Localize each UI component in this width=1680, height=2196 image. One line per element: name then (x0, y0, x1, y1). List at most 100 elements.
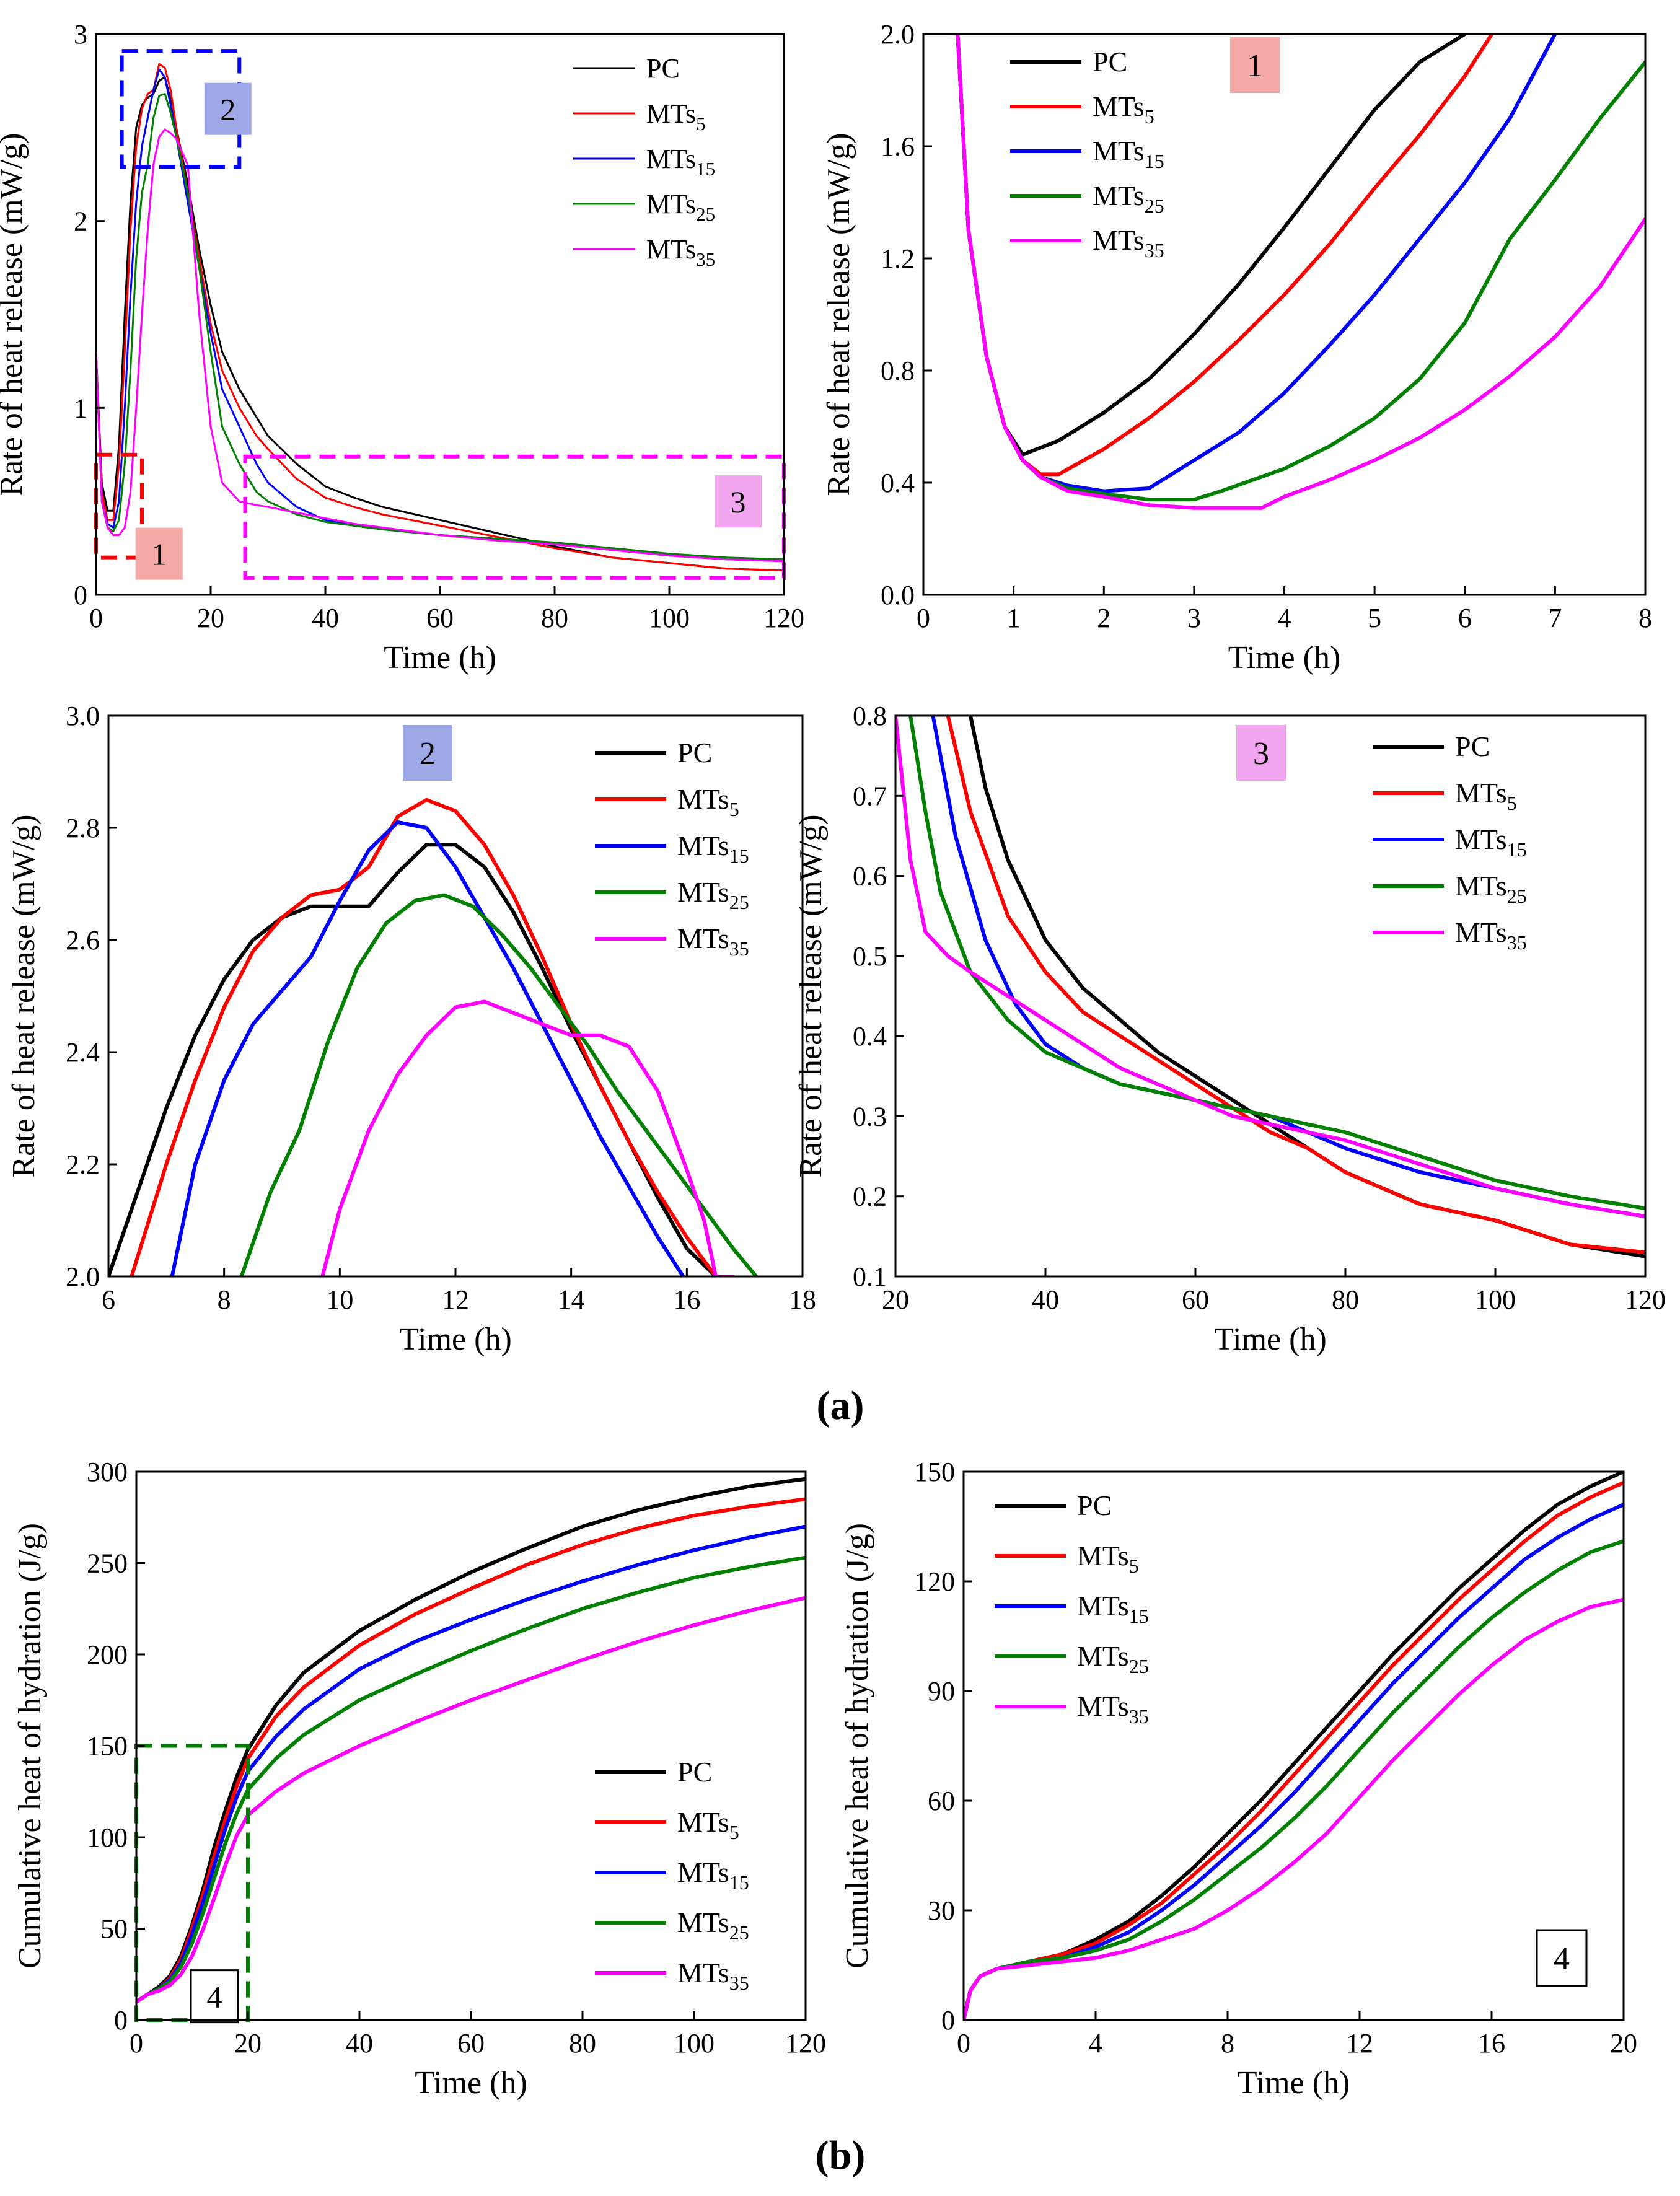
y-axis-label: Rate of heat release (mW/g) (0, 133, 29, 496)
x-tick-label: 20 (882, 1285, 909, 1315)
legend: PC MTs5 MTs15 MTs25 MTs35 (573, 53, 715, 270)
series-line-MTs25 (908, 716, 1645, 1211)
x-tick-label: 0 (957, 2028, 970, 2058)
legend-label: MTs5 (677, 783, 739, 820)
x-tick-label: 0 (89, 603, 103, 633)
legend-item-MTs5: MTs5 (573, 99, 706, 134)
zoom-box-3 (243, 454, 786, 580)
legend-label: MTs35 (677, 923, 749, 960)
y-tick-label: 0.1 (853, 1262, 887, 1292)
zoom-badge-label: 2 (220, 92, 235, 127)
zoom-badge-label: 1 (151, 537, 167, 572)
figure-label-a: (a) (817, 1383, 864, 1428)
y-tick-label: 0.6 (853, 861, 887, 892)
series-line-MTs5 (956, 34, 1494, 477)
zoom-badge-4: 4 (190, 1969, 239, 2024)
legend-item-MTs15: MTs15 (595, 1856, 749, 1894)
panel-badge-1: 1 (1230, 37, 1280, 93)
y-axis-label: Rate of heat release (mW/g) (821, 133, 856, 496)
x-tick-label: 120 (1625, 1285, 1666, 1315)
legend-label: MTs25 (677, 1907, 749, 1944)
legend-item-MTs15: MTs15 (995, 1590, 1149, 1627)
x-tick-label: 40 (346, 2028, 373, 2058)
legend: PC MTs5 MTs15 MTs25 MTs35 (595, 737, 749, 960)
x-tick-label: 10 (326, 1285, 353, 1315)
y-tick-label: 200 (87, 1640, 128, 1670)
legend-label: PC (646, 53, 680, 84)
panel-badge-label: 3 (1253, 736, 1269, 771)
legend-label: MTs25 (1455, 870, 1527, 907)
panel-badge-4: 4 (1536, 1929, 1588, 1987)
x-tick-label: 18 (789, 1285, 816, 1315)
plot-area (964, 1472, 1624, 2020)
y-tick-label: 0.7 (853, 781, 887, 811)
x-tick-label: 2 (1097, 603, 1110, 633)
x-tick-label: 8 (218, 1285, 231, 1315)
y-tick-label: 0.5 (853, 941, 887, 972)
plot-area (108, 797, 759, 1276)
series-line-MTs25 (239, 893, 759, 1276)
zoom-badge-3: 3 (715, 475, 762, 528)
legend-item-MTs5: MTs5 (1010, 90, 1154, 128)
y-tick-label: 120 (914, 1566, 955, 1597)
legend-item-MTs15: MTs15 (1010, 135, 1164, 172)
x-tick-label: 3 (1187, 603, 1201, 633)
plot-area (956, 34, 1645, 510)
x-tick-label: 60 (426, 603, 454, 633)
legend-item-MTs5: MTs5 (995, 1540, 1139, 1577)
y-tick-label: 0 (941, 2005, 955, 2036)
y-tick-label: 0.8 (853, 701, 887, 731)
x-tick-label: 100 (1475, 1285, 1516, 1315)
zoom-badge-2: 2 (204, 82, 252, 135)
legend-item-MTs5: MTs5 (595, 1806, 739, 1843)
x-tick-label: 7 (1548, 603, 1562, 633)
panel-badge-3: 3 (1236, 725, 1286, 781)
series-line-MTs25 (136, 1555, 806, 2004)
x-axis-label: Time (h) (1228, 640, 1341, 675)
legend-item-MTs25: MTs25 (995, 1640, 1149, 1677)
legend-item-MTs25: MTs25 (595, 1907, 749, 1944)
x-tick-label: 100 (674, 2028, 715, 2058)
x-tick-label: 5 (1368, 603, 1381, 633)
series-line-PC (964, 1472, 1624, 2020)
legend-label: MTs35 (1455, 916, 1527, 954)
y-tick-label: 1.2 (881, 244, 915, 274)
y-axis-label: Rate of heat release (mW/g) (6, 814, 42, 1177)
legend-item-MTs15: MTs15 (1373, 824, 1527, 861)
legend-label: MTs15 (677, 830, 749, 867)
legend-item-MTs15: MTs15 (595, 830, 749, 867)
y-tick-label: 2.8 (66, 813, 100, 843)
series-line-MTs35 (136, 1596, 806, 2004)
legend-label: MTs35 (1077, 1690, 1149, 1728)
series-line-MTs5 (96, 63, 784, 572)
y-tick-label: 50 (100, 1914, 128, 1944)
chart-a4: 20 40 60 80 100 120 0.1 0.2 0.3 0.4 0.5 0.6 0.7 0.8 Ti… (793, 701, 1666, 1357)
legend-item-PC: PC (995, 1490, 1112, 1521)
y-tick-label: 2.2 (66, 1149, 100, 1180)
x-tick-label: 4 (1278, 603, 1291, 633)
x-tick-label: 12 (442, 1285, 469, 1315)
y-tick-label: 2 (74, 206, 87, 237)
plot-area (96, 63, 784, 572)
x-tick-label: 16 (1478, 2028, 1505, 2058)
legend-label: MTs35 (677, 1957, 749, 1994)
legend-label: PC (1455, 731, 1490, 762)
y-tick-label: 0.4 (853, 1021, 887, 1052)
x-axis-label: Time (h) (1214, 1322, 1327, 1357)
y-tick-label: 90 (928, 1676, 955, 1706)
legend-item-MTs35: MTs35 (573, 234, 715, 270)
y-tick-label: 0.4 (881, 468, 915, 498)
y-tick-label: 2.4 (66, 1037, 100, 1068)
x-axis-label: Time (h) (399, 1322, 512, 1357)
legend-item-MTs5: MTs5 (595, 783, 739, 820)
series-line-MTs35 (895, 716, 1645, 1218)
panel-badge-label: 1 (1247, 48, 1263, 84)
legend-label: MTs5 (677, 1806, 739, 1843)
legend-item-MTs25: MTs25 (595, 876, 749, 913)
y-tick-label: 0.8 (881, 356, 915, 386)
series-line-MTs35 (956, 34, 1645, 510)
figure-label-b: (b) (816, 2133, 866, 2178)
series-line-MTs5 (964, 1480, 1624, 2020)
legend-item-PC: PC (1010, 46, 1127, 77)
